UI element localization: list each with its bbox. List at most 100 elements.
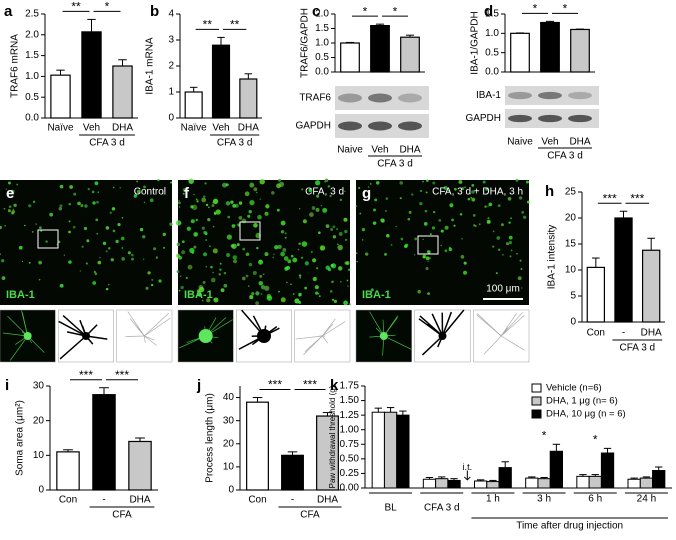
cell-speck xyxy=(458,180,463,184)
cell-speck xyxy=(110,258,114,262)
error-bar xyxy=(501,461,509,468)
cell-speck xyxy=(506,242,510,246)
bar xyxy=(435,478,449,489)
inset-process xyxy=(322,318,336,337)
cell-speck xyxy=(324,178,329,183)
inset-soma xyxy=(198,329,213,343)
cell-speck xyxy=(284,266,289,271)
panel-label: b xyxy=(150,3,159,20)
cell-speck xyxy=(502,254,504,256)
legend-label: DHA, 10 μg (n = 6) xyxy=(546,409,626,420)
x-tick-label: Naive xyxy=(507,137,533,148)
cell-speck xyxy=(343,300,348,306)
y-tick-label: 2.0 xyxy=(25,29,39,40)
cell-speck xyxy=(316,194,320,198)
y-tick-label: 1.5 xyxy=(25,50,39,61)
bar xyxy=(537,478,551,489)
cell-speck xyxy=(369,182,372,185)
cell-speck xyxy=(316,267,319,270)
blot-band xyxy=(398,121,422,131)
inset-process xyxy=(2,332,28,337)
inset-process xyxy=(483,335,502,355)
cell-speck xyxy=(280,251,285,257)
cell-speck xyxy=(95,218,99,222)
cell-speck xyxy=(301,241,308,247)
cell-speck xyxy=(311,206,316,210)
cell-speck xyxy=(258,280,264,286)
cell-speck xyxy=(68,220,71,223)
cell-speck xyxy=(498,248,501,251)
y-tick-label: 20 xyxy=(33,415,45,426)
cell-speck xyxy=(407,217,411,221)
significance-label: * xyxy=(563,2,568,16)
bar xyxy=(81,31,102,119)
y-tick-label: 1.25 xyxy=(340,410,360,421)
bar xyxy=(92,394,116,491)
bar xyxy=(371,411,385,489)
cell-speck xyxy=(300,256,304,259)
cell-speck xyxy=(201,299,204,302)
inset-process xyxy=(144,317,171,337)
cell-speck xyxy=(521,287,523,289)
panel-label: d xyxy=(484,3,493,20)
cell-speck xyxy=(121,216,124,219)
cell-speck xyxy=(207,206,210,209)
cell-speck xyxy=(344,190,346,192)
cell-speck xyxy=(196,200,199,203)
y-axis-title: Soma area (μm²) xyxy=(15,400,26,476)
x-tick-label: Con xyxy=(587,328,605,339)
cell-speck xyxy=(211,204,215,208)
y-tick-label: 0.0 xyxy=(25,113,39,124)
cell-speck xyxy=(427,250,431,254)
x-tick-label: DHA xyxy=(129,495,150,506)
cell-speck xyxy=(1,259,5,263)
bar xyxy=(281,454,304,491)
bar xyxy=(50,74,71,119)
cell-speck xyxy=(68,230,71,234)
cell-speck xyxy=(253,187,258,192)
significance-label: * xyxy=(105,0,110,14)
cell-speck xyxy=(325,224,330,229)
x-tick-label: DHA xyxy=(569,137,590,148)
micrograph xyxy=(178,180,350,305)
cell-speck xyxy=(94,272,98,276)
cell-speck xyxy=(449,203,454,208)
x-tick-label: Con xyxy=(248,495,266,506)
cell-speck xyxy=(233,259,237,264)
cell-speck xyxy=(178,206,181,208)
cell-speck xyxy=(212,248,218,254)
cell-speck xyxy=(298,294,301,297)
cell-speck xyxy=(282,247,287,252)
error-bar xyxy=(655,466,663,471)
cell-speck xyxy=(201,226,205,230)
y-tick-label: 5 xyxy=(570,291,576,302)
cell-speck xyxy=(181,250,186,255)
cell-speck xyxy=(244,191,250,197)
cell-speck xyxy=(463,270,467,275)
cell-speck xyxy=(318,293,320,295)
inset-process xyxy=(125,335,145,337)
cell-speck xyxy=(346,279,349,282)
cell-speck xyxy=(63,254,66,256)
y-tick-label: 4 xyxy=(168,9,174,20)
cell-speck xyxy=(58,207,63,211)
cell-speck xyxy=(143,258,145,260)
cell-speck xyxy=(332,225,336,229)
cell-speck xyxy=(223,283,228,288)
error-bar xyxy=(244,73,253,79)
cell-speck xyxy=(69,185,74,189)
cell-speck xyxy=(419,201,423,206)
bar xyxy=(641,249,661,323)
cell-speck xyxy=(92,281,97,285)
cell-speck xyxy=(80,204,84,208)
cell-speck xyxy=(209,245,211,248)
cell-speck xyxy=(94,181,99,186)
scale-bar-label: 100 μm xyxy=(486,284,520,295)
cell-speck xyxy=(178,200,180,202)
cell-speck xyxy=(4,224,6,227)
micrograph xyxy=(0,180,172,305)
legend-swatch xyxy=(531,396,542,406)
cell-speck xyxy=(361,228,366,232)
error-bar xyxy=(217,36,225,46)
y-tick-label: 0 xyxy=(570,317,576,328)
